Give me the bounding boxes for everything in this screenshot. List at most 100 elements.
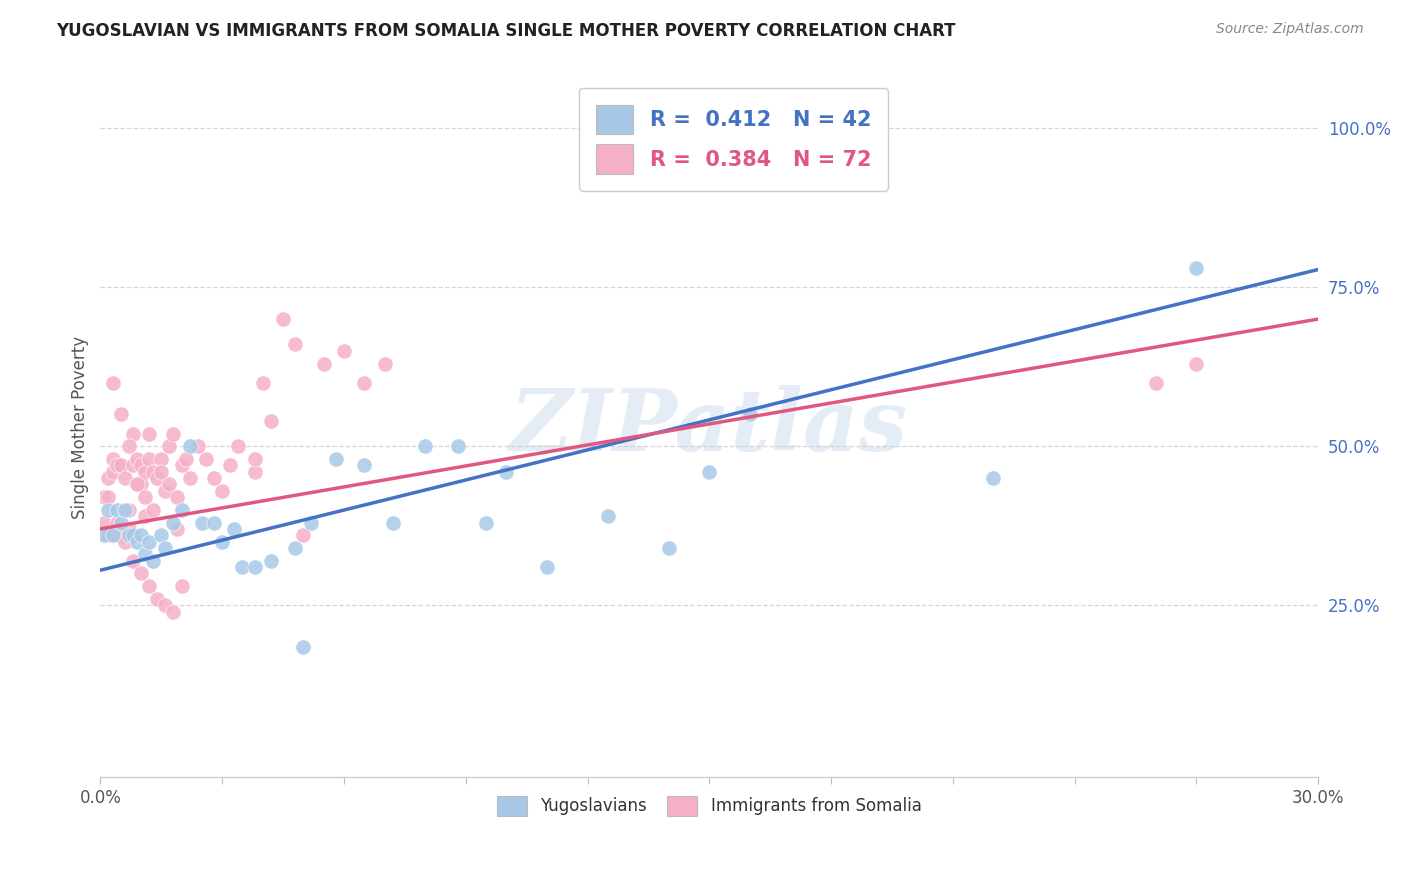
Point (146, 471, 169, 485)
Point (155, 541, 177, 555)
Point (284, 337, 307, 351)
Point (142, 503, 165, 517)
Point (121, 528, 143, 542)
Point (243, 452, 266, 467)
Point (1144, 376, 1167, 390)
Point (93, 490, 115, 504)
Point (129, 566, 152, 581)
Point (271, 312, 294, 326)
Point (381, 516, 404, 530)
Point (325, 452, 347, 467)
Point (101, 452, 124, 467)
Point (211, 483, 233, 498)
Point (231, 560, 253, 574)
Point (134, 547, 156, 561)
Y-axis label: Single Mother Poverty: Single Mother Poverty (72, 335, 89, 519)
Point (101, 528, 124, 542)
Point (170, 579, 193, 593)
Point (1185, 357, 1208, 371)
Point (191, 516, 214, 530)
Point (373, 357, 395, 371)
Point (413, 439, 436, 453)
Point (166, 522, 188, 536)
Point (162, 516, 184, 530)
Point (93, 516, 115, 530)
Point (114, 528, 136, 542)
Point (150, 465, 173, 479)
Point (475, 516, 498, 530)
Point (187, 439, 209, 453)
Text: YUGOSLAVIAN VS IMMIGRANTS FROM SOMALIA SINGLE MOTHER POVERTY CORRELATION CHART: YUGOSLAVIAN VS IMMIGRANTS FROM SOMALIA S… (56, 22, 956, 40)
Point (301, 516, 323, 530)
Point (110, 408, 132, 422)
Point (97, 503, 120, 517)
Point (110, 528, 132, 542)
Point (129, 458, 152, 473)
Point (312, 357, 335, 371)
Point (157, 477, 180, 491)
Point (134, 465, 156, 479)
Point (157, 439, 180, 453)
Point (138, 579, 160, 593)
Point (155, 483, 177, 498)
Point (134, 509, 156, 524)
Point (125, 452, 148, 467)
Point (162, 605, 184, 619)
Point (114, 503, 136, 517)
Point (228, 439, 250, 453)
Point (93, 528, 115, 542)
Point (155, 598, 177, 612)
Point (162, 426, 184, 441)
Point (219, 458, 242, 473)
Point (697, 465, 720, 479)
Point (596, 509, 619, 524)
Point (252, 376, 274, 390)
Point (353, 458, 375, 473)
Point (110, 458, 132, 473)
Point (121, 426, 143, 441)
Point (97, 490, 120, 504)
Point (292, 528, 315, 542)
Text: ZIPatlas: ZIPatlas (510, 385, 908, 469)
Point (134, 490, 156, 504)
Point (284, 541, 307, 555)
Point (179, 471, 201, 485)
Point (101, 376, 124, 390)
Point (138, 452, 160, 467)
Point (446, 439, 468, 453)
Point (170, 458, 193, 473)
Point (142, 465, 165, 479)
Point (738, 408, 761, 422)
Point (260, 414, 283, 428)
Point (125, 534, 148, 549)
Point (105, 528, 128, 542)
Point (118, 503, 141, 517)
Point (142, 554, 165, 568)
Point (983, 471, 1005, 485)
Point (138, 534, 160, 549)
Point (170, 503, 193, 517)
Point (105, 516, 128, 530)
Point (118, 528, 141, 542)
Point (353, 376, 375, 390)
Legend: Yugoslavians, Immigrants from Somalia: Yugoslavians, Immigrants from Somalia (489, 788, 929, 824)
Point (118, 522, 141, 536)
Point (495, 465, 517, 479)
Point (202, 516, 225, 530)
Point (194, 452, 217, 467)
Point (224, 522, 246, 536)
Point (125, 477, 148, 491)
Point (658, 541, 681, 555)
Point (105, 503, 128, 517)
Point (129, 477, 152, 491)
Text: Source: ZipAtlas.com: Source: ZipAtlas.com (1216, 22, 1364, 37)
Point (260, 554, 283, 568)
Point (121, 554, 143, 568)
Point (243, 560, 266, 574)
Point (536, 560, 558, 574)
Point (105, 458, 128, 473)
Point (179, 439, 201, 453)
Point (211, 534, 233, 549)
Point (138, 426, 160, 441)
Point (125, 477, 148, 491)
